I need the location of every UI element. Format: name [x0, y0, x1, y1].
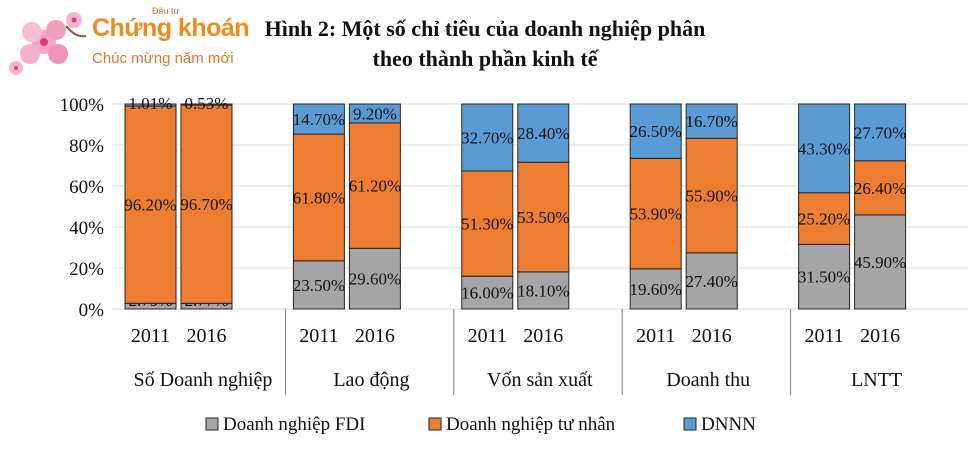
legend-label: Doanh nghiệp FDI: [223, 414, 365, 435]
bar-segment: [517, 103, 570, 163]
data-label: 55.90%: [685, 187, 737, 206]
data-label: 19.60%: [629, 280, 681, 299]
data-label: 96.20%: [124, 196, 176, 215]
x-axis-labels: 2011 2016 Số Doanh nghiệp 2011 2016 Lao động 2…: [131, 309, 902, 395]
bar-segment: [854, 103, 907, 162]
data-label: 1.01%: [129, 94, 173, 113]
bar-segment: [685, 103, 738, 139]
logo-small-text: Đầu tư: [152, 6, 180, 16]
bar-segment: [461, 170, 514, 277]
x-year-label: 2011: [299, 325, 338, 347]
bar-segment: [292, 103, 345, 135]
bar-segment: [461, 103, 514, 172]
x-group-label: LNTT: [851, 369, 902, 391]
logo-tagline: Chúc mừng năm mới: [92, 50, 234, 67]
bar-segment: [292, 260, 345, 310]
x-year-label: 2011: [804, 325, 843, 347]
bar-segment: [629, 268, 682, 310]
legend-label: DNNN: [701, 414, 756, 435]
brand-logo: Đầu tư Chứng khoán Chúc mừng năm mới: [6, 6, 256, 80]
y-axis: 0% 20% 40% 60% 80% 100%: [60, 95, 105, 321]
data-label: 29.60%: [349, 270, 401, 289]
bar-segment: [348, 103, 401, 124]
x-year-label: 2016: [187, 325, 227, 347]
data-label: 32.70%: [461, 129, 513, 148]
x-group-label: Vốn sản xuất: [487, 369, 593, 391]
y-tick-label: 80%: [69, 136, 104, 157]
data-label: 16.00%: [461, 284, 513, 303]
y-tick-label: 20%: [69, 259, 104, 280]
data-label: 28.40%: [517, 124, 569, 143]
bar-segment: [348, 122, 401, 249]
x-year-label: 2011: [468, 325, 507, 347]
bar-segment: [180, 103, 233, 106]
x-year-label: 2016: [355, 325, 395, 347]
legend-label: Doanh nghiệp tư nhân: [446, 414, 616, 435]
data-label: 45.90%: [854, 253, 906, 272]
data-label: 9.20%: [353, 104, 397, 123]
x-group-label: Doanh thu: [666, 369, 750, 391]
y-tick-label: 40%: [69, 218, 104, 239]
bar-segment: [461, 275, 514, 310]
legend-swatch: [205, 417, 219, 431]
bar-segment: [180, 104, 233, 304]
data-label: 18.10%: [517, 281, 569, 300]
bar-segment: [292, 133, 345, 262]
blossom-icon: [9, 12, 87, 75]
data-label: 14.70%: [293, 110, 345, 129]
x-year-label: 2016: [523, 325, 563, 347]
data-label: 26.40%: [854, 179, 906, 198]
bar-segment: [798, 103, 851, 194]
data-label: 0.53%: [185, 94, 229, 113]
legend-swatch: [683, 417, 697, 431]
x-year-label: 2011: [131, 325, 170, 347]
x-group-label: Lao động: [333, 369, 409, 391]
data-label: 23.50%: [293, 276, 345, 295]
data-label: 26.50%: [629, 122, 681, 141]
bar-segment: [124, 105, 177, 304]
chart-title-line-2: theo thành phần kinh tế: [373, 46, 599, 71]
bar-segment: [629, 157, 682, 270]
data-label: 27.70%: [854, 123, 906, 142]
bar-segment: [798, 192, 851, 245]
data-label: 43.30%: [798, 139, 850, 158]
data-label: 16.70%: [685, 112, 737, 131]
data-label: 53.90%: [629, 205, 681, 224]
bars: 2.79%96.20%1.01%2.77%96.70%0.53%23.50%61…: [124, 94, 906, 310]
data-label: 61.20%: [349, 177, 401, 196]
data-label: 53.50%: [517, 208, 569, 227]
y-tick-label: 100%: [60, 95, 105, 116]
x-group-label: Số Doanh nghiệp: [134, 369, 273, 391]
data-label: 51.30%: [461, 215, 513, 234]
data-label: 61.80%: [293, 188, 345, 207]
x-year-label: 2011: [636, 325, 675, 347]
y-tick-label: 0%: [79, 300, 105, 321]
legend: Doanh nghiệp FDI Doanh nghiệp tư nhân DNNN: [205, 414, 756, 435]
x-year-label: 2016: [860, 325, 900, 347]
data-label: 31.50%: [798, 268, 850, 287]
legend-swatch: [428, 417, 442, 431]
data-label: 96.70%: [180, 195, 232, 214]
data-label: 27.40%: [685, 272, 737, 291]
bar-segment: [517, 161, 570, 273]
bar-segment: [124, 103, 177, 107]
bar-segment: [629, 103, 682, 159]
bar-segment: [798, 243, 851, 310]
x-year-label: 2016: [692, 325, 732, 347]
chart-title: Hình 2: Một số chỉ tiêu của doanh nghiệp…: [265, 16, 706, 71]
y-tick-label: 60%: [69, 177, 104, 198]
bar-segment: [685, 252, 738, 310]
logo-brand-text: Chứng khoán: [92, 14, 250, 42]
data-label: 25.20%: [798, 210, 850, 229]
chart-title-line-1: Hình 2: Một số chỉ tiêu của doanh nghiệp…: [265, 16, 706, 41]
